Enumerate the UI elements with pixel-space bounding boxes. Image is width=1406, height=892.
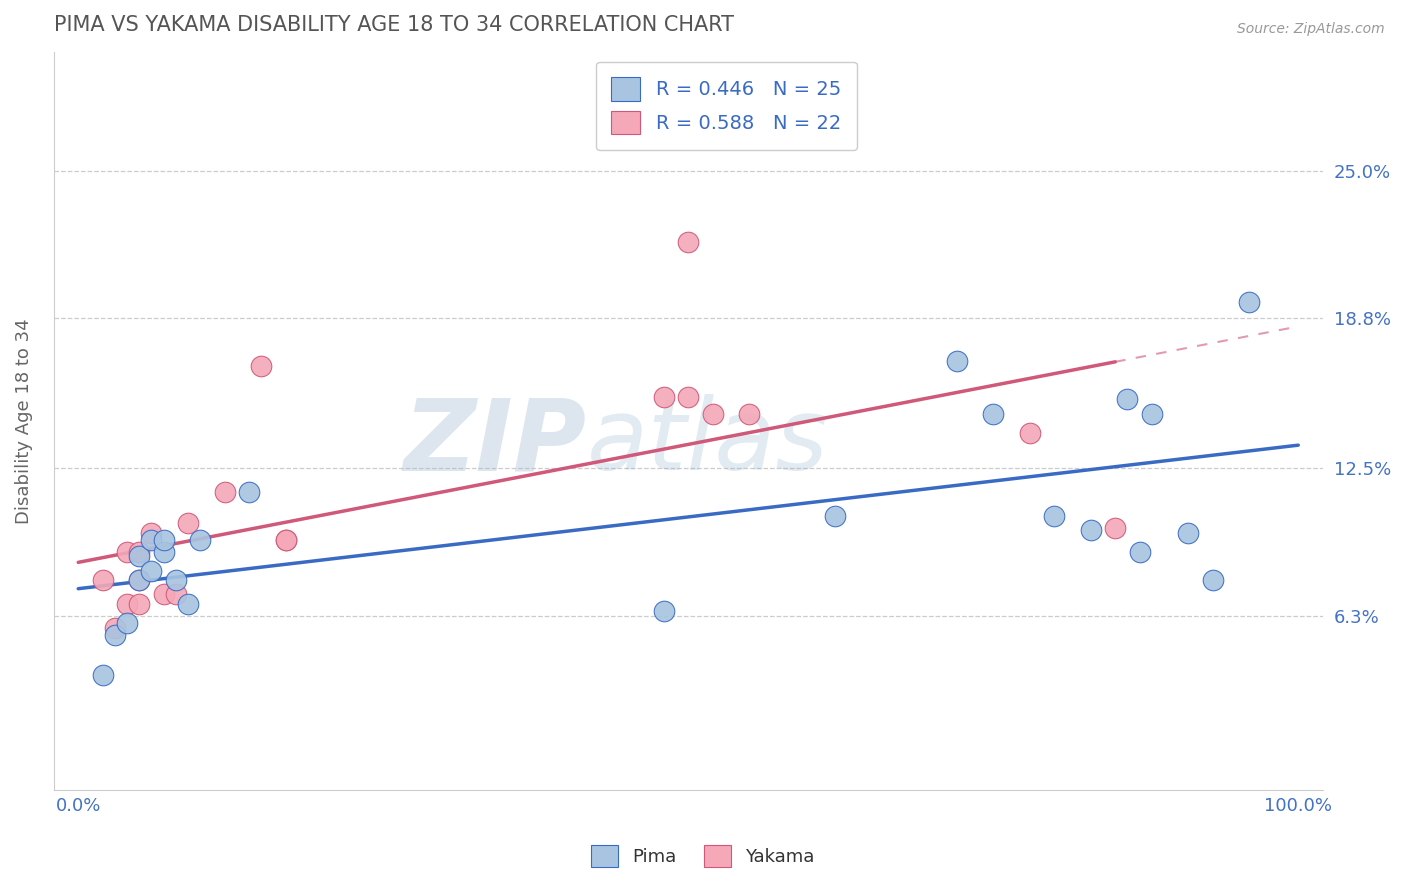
Text: PIMA VS YAKAMA DISABILITY AGE 18 TO 34 CORRELATION CHART: PIMA VS YAKAMA DISABILITY AGE 18 TO 34 C… — [53, 15, 734, 35]
Point — [128, 544, 150, 558]
Point — [738, 407, 761, 421]
Point — [676, 390, 699, 404]
Point — [1177, 525, 1199, 540]
Point — [141, 525, 163, 540]
Point — [91, 573, 114, 587]
Point — [152, 544, 174, 558]
Point — [165, 587, 187, 601]
Point — [702, 407, 724, 421]
Point — [250, 359, 273, 373]
Point — [1116, 392, 1139, 407]
Point — [152, 587, 174, 601]
Point — [274, 533, 297, 547]
Point — [177, 597, 200, 611]
Legend: R = 0.446   N = 25, R = 0.588   N = 22: R = 0.446 N = 25, R = 0.588 N = 22 — [596, 62, 856, 150]
Point — [115, 597, 138, 611]
Text: ZIP: ZIP — [404, 394, 586, 491]
Point — [1043, 508, 1066, 523]
Point — [188, 533, 211, 547]
Point — [152, 533, 174, 547]
Point — [128, 573, 150, 587]
Point — [652, 390, 675, 404]
Y-axis label: Disability Age 18 to 34: Disability Age 18 to 34 — [15, 318, 32, 524]
Point — [1129, 544, 1152, 558]
Point — [274, 533, 297, 547]
Legend: Pima, Yakama: Pima, Yakama — [583, 838, 823, 874]
Point — [1239, 294, 1261, 309]
Point — [128, 573, 150, 587]
Point — [91, 668, 114, 682]
Point — [676, 235, 699, 250]
Point — [104, 621, 127, 635]
Point — [165, 573, 187, 587]
Point — [128, 549, 150, 564]
Point — [981, 407, 1004, 421]
Text: atlas: atlas — [586, 394, 828, 491]
Point — [214, 485, 236, 500]
Point — [104, 628, 127, 642]
Point — [824, 508, 846, 523]
Point — [238, 485, 260, 500]
Point — [652, 604, 675, 618]
Point — [141, 533, 163, 547]
Point — [945, 354, 967, 368]
Point — [1080, 523, 1102, 537]
Point — [128, 597, 150, 611]
Point — [1104, 521, 1126, 535]
Point — [115, 544, 138, 558]
Point — [141, 564, 163, 578]
Point — [115, 615, 138, 630]
Point — [1140, 407, 1163, 421]
Point — [1202, 573, 1225, 587]
Text: Source: ZipAtlas.com: Source: ZipAtlas.com — [1237, 22, 1385, 37]
Point — [1018, 425, 1040, 440]
Point — [177, 516, 200, 530]
